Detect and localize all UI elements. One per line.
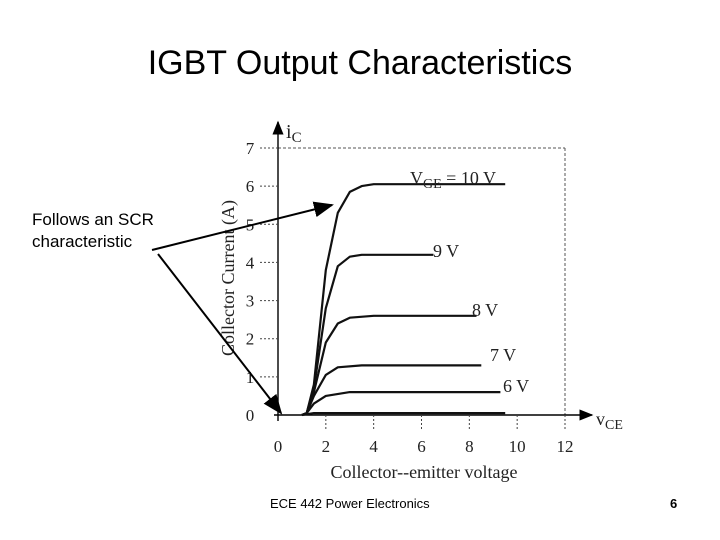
x-tick-label: 2 [322, 437, 331, 456]
annotation-arrow-upper [151, 201, 334, 251]
x-tick-label: 10 [509, 437, 526, 456]
footer-text: ECE 442 Power Electronics [270, 496, 430, 511]
series-label: 7 V [490, 345, 516, 365]
series-label: 6 V [503, 376, 529, 396]
y-tick-label: 2 [246, 330, 255, 349]
y-tick-label: 3 [246, 292, 255, 311]
y-tick-label: 4 [246, 253, 255, 272]
annotation-text: Follows an SCR characteristic [32, 209, 154, 253]
page-number: 6 [670, 496, 678, 511]
y-axis-symbol: iC [286, 121, 302, 146]
annotation-line-1: Follows an SCR [32, 210, 154, 229]
annotation-arrow-lower [157, 253, 283, 415]
x-axis-symbol: vCE [596, 409, 623, 433]
series-line [301, 364, 482, 417]
series-label: 9 V [433, 241, 459, 261]
x-tick-label: 4 [369, 437, 378, 456]
y-tick-label: 1 [246, 368, 255, 387]
series-line [301, 412, 506, 417]
y-tick-label: 6 [246, 177, 255, 196]
x-axis-label: Collector--emitter voltage [330, 462, 517, 482]
x-tick-label: 8 [465, 437, 474, 456]
annotation-line-2: characteristic [32, 232, 133, 251]
y-tick-label: 7 [246, 139, 255, 158]
y-axis-label: Collector Current (A) [218, 200, 239, 356]
series-label: 8 V [472, 300, 498, 320]
slide-title: IGBT Output Characteristics [147, 44, 573, 82]
series-line [301, 391, 501, 417]
x-tick-label: 0 [274, 437, 283, 456]
series-line [301, 253, 434, 417]
x-tick-label: 12 [557, 437, 574, 456]
series-label: VGE = 10 V [410, 168, 496, 192]
x-tick-label: 6 [417, 437, 426, 456]
y-tick-label: 0 [246, 406, 255, 425]
